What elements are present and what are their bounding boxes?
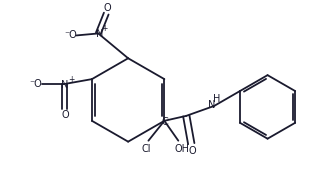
Text: C: C bbox=[162, 117, 169, 127]
Text: N: N bbox=[95, 29, 103, 39]
Text: Cl: Cl bbox=[142, 144, 151, 154]
Text: +: + bbox=[101, 24, 108, 33]
Text: N: N bbox=[61, 80, 69, 90]
Text: OH: OH bbox=[175, 144, 190, 154]
Text: ⁻O: ⁻O bbox=[64, 31, 77, 41]
Text: O: O bbox=[188, 146, 196, 156]
Text: H: H bbox=[214, 94, 221, 104]
Text: +: + bbox=[68, 75, 74, 84]
Text: O: O bbox=[103, 3, 111, 13]
Text: ⁻O: ⁻O bbox=[30, 79, 43, 89]
Text: O: O bbox=[61, 110, 69, 120]
Text: N: N bbox=[209, 100, 216, 110]
